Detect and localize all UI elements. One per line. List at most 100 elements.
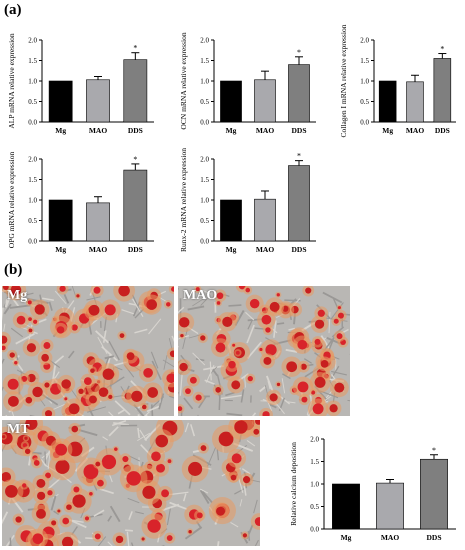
cell-streak <box>95 330 109 344</box>
y-tick-label: 0.5 <box>28 217 37 225</box>
calcium-nodule <box>64 397 68 401</box>
x-tick-label: DDS <box>435 126 450 135</box>
cell-streak <box>134 308 145 319</box>
cell-streak <box>42 297 54 302</box>
cell-streak <box>200 297 208 306</box>
cell-streak <box>246 324 255 344</box>
calcium-nodule <box>276 382 281 387</box>
cell-streak <box>230 522 239 528</box>
cell-streak <box>109 505 121 523</box>
calcium-nodule <box>151 451 161 462</box>
cell-streak <box>2 386 5 392</box>
micrograph-image <box>2 420 260 546</box>
chart-runx2: 0.0 0.5 1.0 1.5 2.0 Runx-2 mRNA relative expr… <box>179 148 316 254</box>
calcium-nodule <box>188 529 192 534</box>
calcium-nodule <box>337 312 344 319</box>
y-tick-label: 0.0 <box>28 119 37 127</box>
cell-streak <box>259 386 267 393</box>
bar-mg <box>378 80 397 123</box>
calcium-nodule <box>196 512 203 519</box>
calcium-nodule <box>2 345 6 351</box>
cell-streak <box>108 340 120 361</box>
calcium-nodule <box>259 347 263 352</box>
calcium-nodule <box>61 379 71 389</box>
calcium-nodule <box>230 474 237 481</box>
calcium-nodule <box>286 361 298 373</box>
cell-streak <box>282 373 291 380</box>
calcium-nodule <box>195 394 202 401</box>
cell-streak <box>3 303 12 315</box>
calcium-nodule <box>7 378 19 390</box>
calcium-nodule <box>317 309 325 317</box>
calcium-nodule <box>32 386 43 398</box>
calcium-nodule <box>276 293 280 297</box>
y-tick-label: 1.5 <box>28 176 37 184</box>
calcium-nodule <box>265 327 271 333</box>
calcium-nodule <box>166 373 174 384</box>
calcium-nodule <box>216 506 226 516</box>
calcium-nodule <box>89 395 97 404</box>
x-tick-label: MAO <box>256 245 274 254</box>
calcium-nodule <box>254 517 260 526</box>
calcium-nodule <box>131 390 143 402</box>
y-tick-label: 1.5 <box>200 57 209 65</box>
x-tick-label: Mg <box>226 245 237 254</box>
calcium-nodule <box>147 387 158 398</box>
calcium-nodule <box>216 301 221 305</box>
cell-streak <box>99 488 114 495</box>
cell-streak <box>166 506 172 526</box>
calcium-nodule <box>33 319 38 324</box>
cell-streak <box>276 322 285 325</box>
calcium-nodule <box>329 404 338 413</box>
calcium-nodule <box>66 504 72 510</box>
micrograph-label-mao: MAO <box>183 288 218 303</box>
calcium-nodule <box>22 483 27 488</box>
cell-streak <box>71 519 84 523</box>
calcium-nodule <box>228 360 236 369</box>
cell-streak <box>331 370 347 376</box>
cell-streak <box>285 348 298 353</box>
bar-dds <box>288 64 310 123</box>
calcium-nodule <box>73 486 80 493</box>
calcium-nodule <box>104 304 116 316</box>
calcium-nodule <box>222 316 233 327</box>
calcium-nodule <box>33 460 40 466</box>
cell-streak <box>171 335 174 342</box>
calcium-nodule <box>22 443 28 448</box>
significance-star: * <box>432 446 436 455</box>
micrograph-label-mt: MT <box>7 422 30 437</box>
bar-dds <box>420 458 448 530</box>
calcium-nodule <box>72 494 86 508</box>
cell-streak <box>163 355 168 370</box>
cell-streak <box>113 422 130 426</box>
cell-streak <box>108 411 114 416</box>
cell-streak <box>44 451 47 464</box>
x-tick-label: Mg <box>382 126 393 135</box>
bar-mg <box>48 199 73 242</box>
calcium-nodule <box>16 315 26 325</box>
calcium-nodule <box>84 516 90 521</box>
cell-streak <box>117 409 125 415</box>
cell-streak <box>54 290 67 305</box>
micrograph-mao: MAO <box>178 286 350 416</box>
x-tick-label: MAO <box>89 126 107 135</box>
bar-mao <box>406 81 424 123</box>
x-tick-label: DDS <box>291 245 306 254</box>
significance-star: * <box>297 152 301 161</box>
calcium-nodule <box>98 387 109 398</box>
cell-streak <box>25 292 34 296</box>
calcium-nodule <box>83 377 92 386</box>
y-tick-label: 0.0 <box>310 526 319 534</box>
calcium-nodule <box>126 352 135 361</box>
calcium-nodule <box>25 396 33 404</box>
calcium-nodule <box>95 461 101 467</box>
y-axis-label: Relative calcium deposition <box>289 442 298 526</box>
x-tick-label: MAO <box>89 245 107 254</box>
y-tick-label: 1.0 <box>310 481 319 489</box>
cell-streak <box>267 380 271 390</box>
cell-streak <box>93 509 105 517</box>
cell-streak <box>169 395 174 399</box>
cell-streak <box>104 355 115 360</box>
cell-streak <box>9 304 31 309</box>
cell-streak <box>265 375 274 392</box>
